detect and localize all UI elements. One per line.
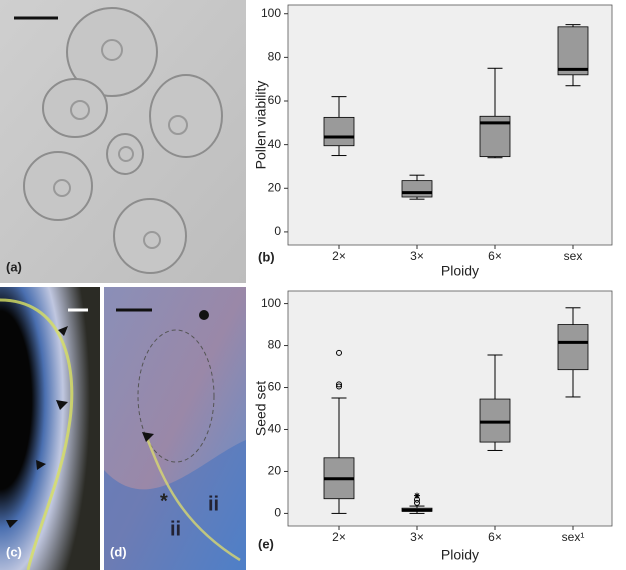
y-tick-label: 100 bbox=[261, 296, 281, 310]
outlier bbox=[336, 349, 342, 356]
y-tick-label: 100 bbox=[261, 6, 281, 20]
x-tick-label: 2× bbox=[332, 530, 346, 544]
micrograph-d bbox=[104, 287, 246, 570]
panel-label: (e) bbox=[258, 536, 274, 551]
annotation: * bbox=[160, 490, 168, 512]
micrograph-a bbox=[0, 0, 246, 283]
micrograph-c bbox=[0, 287, 100, 570]
x-tick-label: 6× bbox=[488, 249, 502, 263]
box bbox=[557, 324, 589, 371]
x-axis-label: Ploidy bbox=[441, 547, 479, 563]
y-tick-label: 60 bbox=[268, 93, 282, 107]
x-tick-label: sex¹ bbox=[562, 530, 585, 544]
y-tick-label: 40 bbox=[268, 422, 282, 436]
outlier bbox=[414, 499, 420, 506]
y-tick-label: 40 bbox=[268, 137, 282, 151]
box bbox=[323, 116, 355, 147]
x-axis-label: Ploidy bbox=[441, 263, 479, 279]
y-axis-label: Pollen viability bbox=[253, 81, 269, 170]
y-tick-label: 80 bbox=[268, 50, 282, 64]
annotation: ii bbox=[170, 518, 181, 540]
y-tick-label: 20 bbox=[268, 180, 282, 194]
panel-label: (a) bbox=[6, 259, 22, 274]
panel-label: (d) bbox=[110, 544, 127, 559]
panel-label: (b) bbox=[258, 249, 275, 264]
panel-label: (c) bbox=[6, 544, 22, 559]
box bbox=[479, 398, 511, 443]
y-tick-label: 0 bbox=[274, 224, 281, 238]
x-tick-label: 3× bbox=[410, 530, 424, 544]
outlier bbox=[336, 383, 342, 390]
x-tick-label: 2× bbox=[332, 249, 346, 263]
y-tick-label: 0 bbox=[274, 506, 281, 520]
x-tick-label: 6× bbox=[488, 530, 502, 544]
outlier bbox=[336, 381, 342, 388]
y-axis-label: Seed set bbox=[253, 381, 269, 436]
extreme bbox=[414, 492, 420, 499]
x-tick-label: sex bbox=[564, 249, 583, 263]
y-tick-label: 60 bbox=[268, 380, 282, 394]
x-tick-label: 3× bbox=[410, 249, 424, 263]
annotation: ii bbox=[208, 493, 219, 515]
box bbox=[401, 180, 433, 198]
y-tick-label: 20 bbox=[268, 464, 282, 478]
y-tick-label: 80 bbox=[268, 338, 282, 352]
box bbox=[557, 26, 589, 76]
